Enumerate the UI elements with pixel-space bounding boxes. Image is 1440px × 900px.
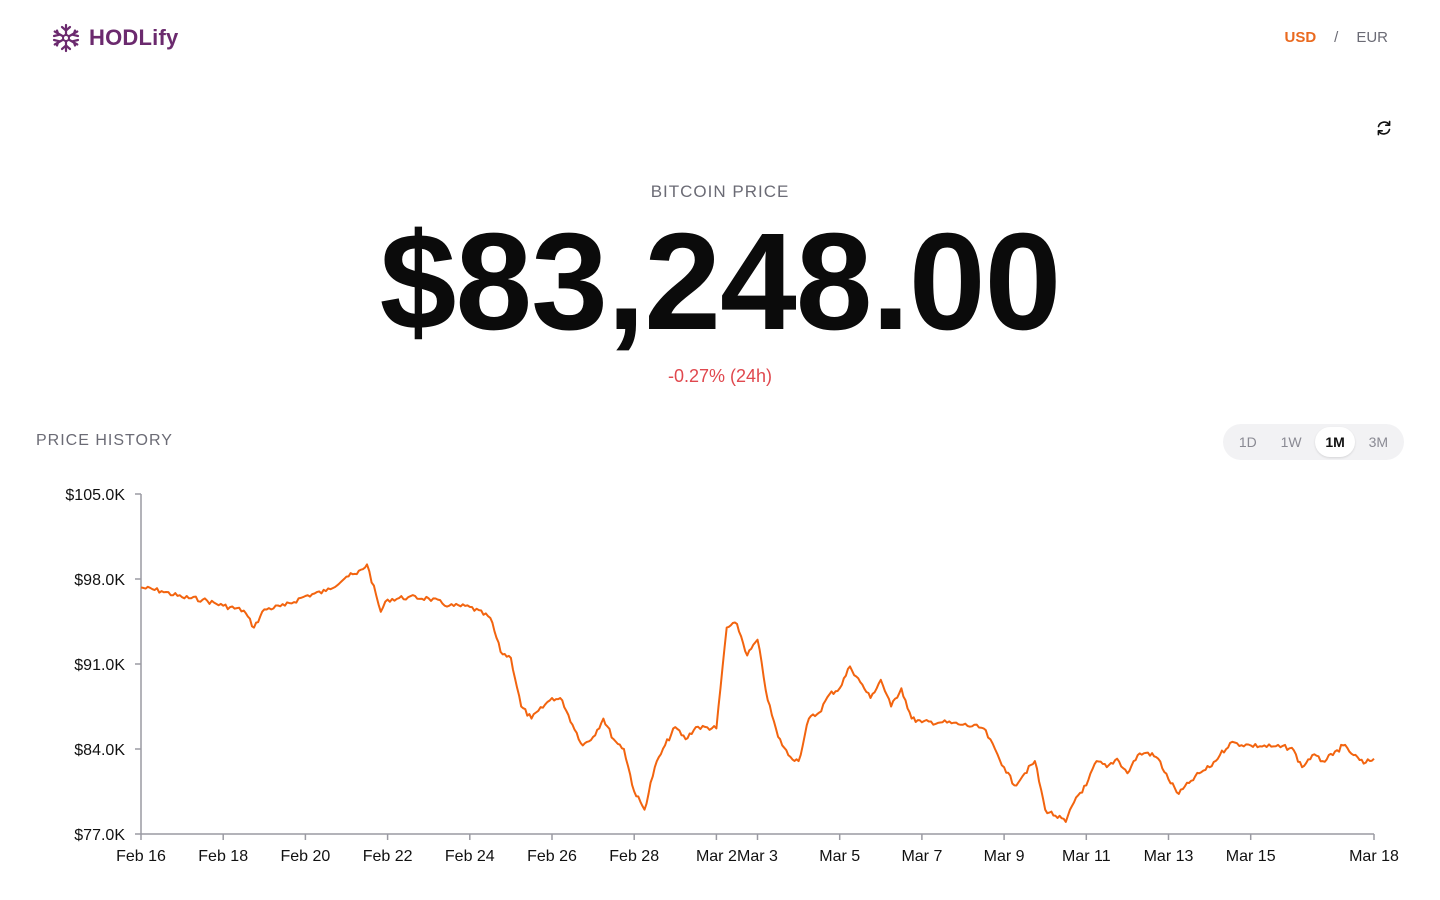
brand-logo[interactable]: HODLify	[51, 23, 178, 53]
currency-usd-option[interactable]: USD	[1284, 29, 1317, 46]
currency-switcher: USD / EUR	[1284, 29, 1388, 46]
snowflake-icon	[52, 23, 80, 53]
x-tick-label: Feb 26	[527, 848, 577, 865]
price-chart: $77.0K $84.0K $91.0K $98.0K $105.0K Feb 16 Feb…	[65, 487, 1399, 865]
y-tick-label: $84.0K	[74, 742, 125, 759]
x-tick-label: Mar 3	[737, 848, 778, 865]
history-label: PRICE HISTORY	[36, 432, 173, 449]
price-value: $83,248.00	[379, 205, 1062, 359]
x-tick-label: Mar 18	[1349, 848, 1399, 865]
x-tick-label: Feb 20	[280, 848, 330, 865]
x-tick-label: Feb 28	[609, 848, 659, 865]
refresh-icon	[1377, 120, 1391, 136]
currency-separator: /	[1334, 29, 1339, 46]
range-1m-button[interactable]: 1M	[1315, 427, 1355, 457]
x-tick-label: Feb 18	[198, 848, 248, 865]
price-series-line	[140, 563, 1375, 823]
range-3m-button[interactable]: 3M	[1368, 434, 1389, 450]
y-tick-label: $105.0K	[65, 487, 125, 504]
y-tick-label: $98.0K	[74, 572, 125, 589]
price-change: -0.27% (24h)	[667, 366, 773, 386]
currency-eur-option[interactable]: EUR	[1356, 29, 1388, 46]
price-label: BITCOIN PRICE	[650, 182, 790, 201]
x-tick-label: Feb 22	[363, 848, 413, 865]
x-tick-label: Mar 13	[1144, 848, 1194, 865]
x-tick-label: Mar 9	[984, 848, 1025, 865]
x-tick-label: Mar 11	[1062, 848, 1111, 865]
x-tick-label: Mar 5	[819, 848, 860, 865]
x-tick-label: Mar 15	[1226, 848, 1276, 865]
x-tick-label: Mar 7	[901, 848, 942, 865]
range-selector: 1D 1W 1M 3M	[1223, 424, 1404, 460]
app-header: HODLify USD / EUR	[0, 0, 1440, 76]
refresh-button[interactable]	[1374, 118, 1394, 138]
y-tick-label: $91.0K	[74, 657, 125, 674]
x-tick-label: Mar 2	[696, 848, 737, 865]
y-tick-label: $77.0K	[74, 827, 125, 844]
range-1d-button[interactable]: 1D	[1238, 434, 1257, 450]
x-tick-label: Feb 24	[445, 848, 495, 865]
x-tick-label: Feb 16	[116, 848, 166, 865]
range-1w-button[interactable]: 1W	[1280, 434, 1302, 450]
app-name: HODLify	[89, 25, 179, 50]
